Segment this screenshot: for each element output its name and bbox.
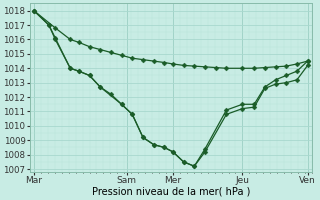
X-axis label: Pression niveau de la mer( hPa ): Pression niveau de la mer( hPa ) [92,187,250,197]
